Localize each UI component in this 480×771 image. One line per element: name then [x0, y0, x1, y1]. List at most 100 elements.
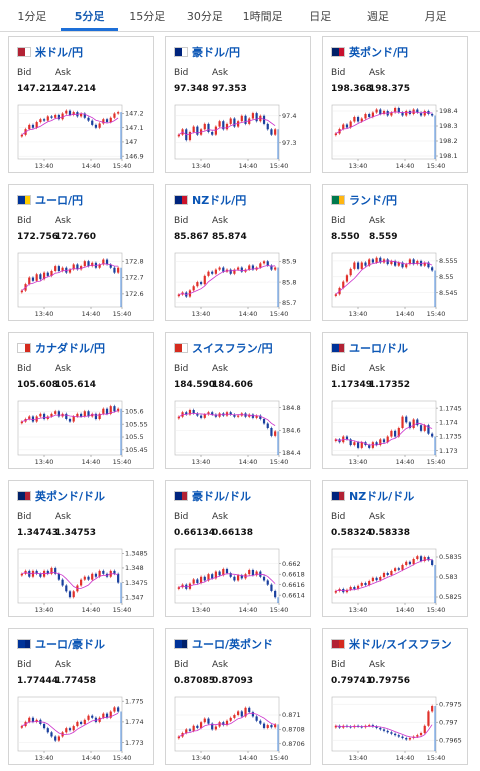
rate-card[interactable]: 米ドル/スイスフラン Bid Ask 0.79741 0.79756 0.7975 0.79… [322, 628, 468, 765]
candle-body [65, 728, 68, 733]
pair-link[interactable]: 豪ドル/ドル [174, 489, 251, 503]
pair-link[interactable]: 英ポンド/円 [331, 45, 408, 59]
tab-8[interactable]: 月足 [424, 9, 447, 23]
candle-body [105, 259, 109, 265]
rate-card[interactable]: ユーロ/英ポンド Bid Ask 0.87085 0.87093 0.871 0.8708 0… [165, 628, 311, 765]
y-tick-label: 172.7 [125, 274, 144, 282]
pair-name: 英ポンド/ドル [35, 490, 106, 503]
candle-body [177, 587, 180, 589]
candle-body [394, 733, 397, 736]
pair-link[interactable]: ユーロ/円 [17, 193, 83, 207]
candle-body [20, 421, 23, 424]
tab-4[interactable]: 30分足 [186, 9, 223, 23]
candle-body [229, 118, 232, 124]
ask-value: 0.58338 [369, 528, 410, 538]
candle-body [42, 570, 46, 577]
y-tick-label: 1.174 [439, 419, 458, 427]
pair-link[interactable]: スイスフラン/円 [174, 341, 273, 355]
rate-card[interactable]: 英ポンド/円 Bid Ask 198.368 198.375 198.4 198.3 198.… [322, 36, 468, 173]
y-tick-label: 1.3485 [125, 550, 148, 558]
pair-link[interactable]: 豪ドル/円 [174, 45, 240, 59]
rate-card[interactable]: 豪ドル/ドル Bid Ask 0.66134 0.66138 0.662 0.6618 0.6… [165, 480, 311, 617]
plot-area [174, 252, 280, 308]
pair-link[interactable]: NZドル/ドル [331, 489, 414, 503]
y-tick-label: 0.871 [282, 711, 301, 719]
rate-card[interactable]: ユーロ/豪ドル Bid Ask 1.77444 1.77458 1.775 1.774 1.7… [8, 628, 154, 765]
rate-card[interactable]: NZドル/円 Bid Ask 85.867 85.874 85.9 85.8 85.7 13:4… [165, 184, 311, 321]
tab-2[interactable]: 5分足 [60, 0, 119, 31]
flag-icon [174, 639, 188, 649]
flag-icon [174, 343, 188, 353]
pair-link[interactable]: カナダドル/円 [17, 341, 105, 355]
candle-body [240, 575, 243, 579]
candle-body [39, 119, 42, 123]
pair-link[interactable]: ユーロ/英ポンド [174, 637, 273, 651]
candle-body [98, 570, 101, 577]
candle-body [68, 269, 72, 273]
y-tick-label: 105.45 [125, 446, 148, 454]
rate-card[interactable]: 英ポンド/ドル Bid Ask 1.34743 1.34753 1.3485 1.348 1.… [8, 480, 154, 617]
pair-name: スイスフラン/円 [192, 342, 273, 355]
candle-body [65, 585, 68, 592]
rate-card[interactable]: ユーロ/ドル Bid Ask 1.17349 1.17352 1.1745 1.174 1.1… [322, 332, 468, 469]
candle-body [68, 728, 72, 731]
tab-3[interactable]: 15分足 [129, 9, 166, 23]
price-chart: 8.555 8.55 8.545 13:40 14:40 15:40 [331, 252, 458, 318]
candle-body [408, 259, 412, 265]
candle-body [61, 267, 64, 271]
tab-1[interactable]: 1分足 [17, 9, 47, 23]
tab-6[interactable]: 日足 [309, 9, 332, 23]
bid-label: Bid [17, 68, 32, 78]
candle-body [251, 265, 255, 270]
rate-card[interactable]: ユーロ/円 Bid Ask 172.756 172.760 172.8 172.7 172.6… [8, 184, 154, 321]
candle-body [68, 591, 72, 598]
moving-average-line [178, 265, 276, 295]
candle-body [423, 557, 426, 561]
candle-body [54, 411, 57, 414]
tab-7[interactable]: 週足 [366, 9, 389, 23]
pair-link[interactable]: 米ドル/スイスフラン [331, 637, 452, 651]
candle-body [356, 442, 360, 448]
rate-card[interactable]: 豪ドル/円 Bid Ask 97.348 97.353 97.4 97.3 13:40 14:4… [165, 36, 311, 173]
tab-5[interactable]: 1時間足 [242, 9, 283, 23]
rate-card[interactable]: カナダドル/円 Bid Ask 105.608 105.614 105.6 105.55 10… [8, 332, 154, 469]
ask-label: Ask [212, 216, 229, 226]
candle-body [196, 126, 199, 135]
x-tick-label: 15:40 [427, 458, 446, 466]
bid-label: Bid [174, 512, 189, 522]
pair-link[interactable]: NZドル/円 [174, 193, 246, 207]
candle-body [102, 570, 105, 574]
y-tick-label: 184.4 [282, 449, 301, 457]
ask-value: 1.77458 [55, 676, 96, 686]
rate-card[interactable]: ランド/円 Bid Ask 8.550 8.559 8.555 8.55 8.545 13:40… [322, 184, 468, 321]
pair-link[interactable]: 英ポンド/ドル [17, 489, 105, 503]
candle-body [50, 116, 53, 118]
bid-value: 97.348 [174, 84, 209, 94]
candle-body [39, 413, 42, 417]
candle-body [72, 264, 75, 270]
candle-body [270, 584, 273, 591]
rate-card[interactable]: スイスフラン/円 Bid Ask 184.590 184.606 184.8 184.6 18… [165, 332, 311, 469]
pair-link[interactable]: 米ドル/円 [17, 45, 83, 59]
candle-body [353, 262, 356, 269]
candle-body [427, 557, 430, 561]
y-tick-label: 184.6 [282, 426, 301, 434]
y-tick-label: 147.1 [125, 124, 144, 132]
candle-body [262, 419, 266, 424]
rate-card[interactable]: NZドル/ドル Bid Ask 0.58324 0.58338 0.5835 0.583 0.… [322, 480, 468, 617]
pair-link[interactable]: ユーロ/ドル [331, 341, 408, 355]
rate-card[interactable]: 米ドル/円 Bid Ask 147.212 147.214 147.2 147.1 147 14… [8, 36, 154, 173]
candle-body [83, 576, 86, 580]
moving-average-line [178, 712, 276, 737]
candle-body [382, 111, 386, 114]
candle-body [368, 725, 371, 727]
y-tick-label: 198.2 [439, 137, 458, 145]
y-tick-label: 105.55 [125, 420, 148, 428]
candle-body [109, 117, 112, 123]
y-tick-label: 8.55 [439, 273, 453, 281]
ask-label: Ask [369, 364, 386, 374]
x-tick-label: 13:40 [35, 458, 54, 466]
pair-link[interactable]: ユーロ/豪ドル [17, 637, 105, 651]
pair-link[interactable]: ランド/円 [331, 193, 397, 207]
candle-body [214, 571, 217, 579]
